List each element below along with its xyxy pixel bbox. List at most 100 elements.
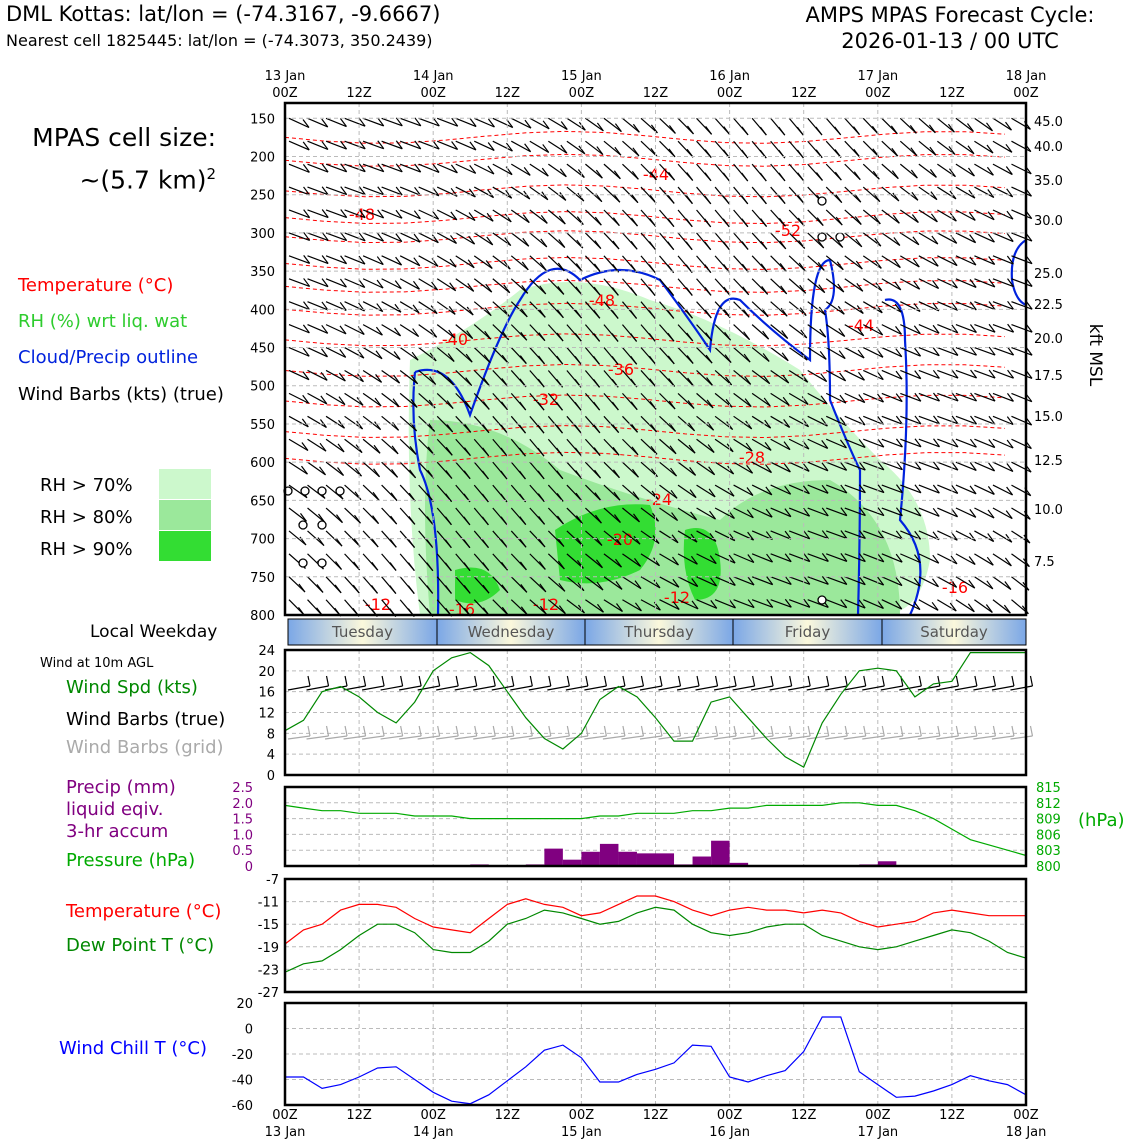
upper-wind-barb: [399, 186, 421, 196]
weekday-cell: [732, 618, 883, 646]
upper-wind-barb: [914, 438, 922, 448]
upper-wind-barb: [547, 232, 566, 248]
upper-wind-barb: [473, 347, 491, 364]
upper-wind-barb: [596, 146, 604, 155]
upper-wind-barb: [653, 557, 661, 567]
bottom-date-label: 16 Jan: [709, 1125, 750, 1140]
upper-wind-barb: [853, 171, 861, 181]
upper-wind-barb: [900, 599, 921, 611]
upper-wind-barb: [520, 606, 528, 616]
calm-wind-symbol: [835, 232, 845, 242]
surface-wind-barb-true: [991, 685, 1015, 691]
upper-wind-barb: [970, 392, 978, 402]
upper-wind-barb: [520, 308, 528, 318]
upper-wind-barb: [288, 369, 310, 381]
upper-wind-barb: [321, 324, 329, 334]
upper-wind-barb: [492, 186, 513, 199]
surface-wind-barb-true: [361, 685, 385, 691]
upper-wind-barb: [340, 209, 348, 218]
upper-wind-barb: [766, 576, 774, 586]
upper-wind-barb: [344, 232, 366, 242]
pressure-tick-label: 750: [250, 571, 275, 586]
upper-wind-barb: [857, 327, 865, 337]
upper-wind-barb: [765, 486, 773, 496]
upper-wind-barb: [844, 232, 863, 248]
upper-wind-barb: [542, 144, 550, 153]
upper-wind-barb: [399, 438, 417, 455]
upper-wind-barb: [677, 392, 695, 409]
temperature-contour: [284, 230, 1006, 244]
upper-wind-barb: [974, 255, 995, 266]
upper-wind-barb: [464, 400, 472, 410]
upper-wind-barb: [751, 369, 771, 385]
upper-wind-barb: [727, 465, 735, 475]
upper-wind-barb: [595, 559, 603, 569]
surface-wind-barb-true: [547, 685, 570, 691]
upper-wind-barb: [1011, 117, 1031, 130]
surface-wind-barb-grid: [937, 725, 941, 737]
upper-wind-barb: [900, 576, 921, 587]
upper-wind-barb: [974, 163, 994, 176]
upper-wind-barb: [853, 148, 861, 158]
surface-wind-barb-true: [400, 675, 404, 687]
upper-wind-barb: [611, 356, 619, 365]
surface-wind-barb-grid: [528, 735, 551, 740]
upper-wind-barb: [788, 507, 810, 517]
upper-wind-barb: [303, 278, 311, 287]
upper-wind-barb: [714, 576, 736, 586]
calm-wind-symbol: [300, 486, 310, 496]
bottom-time-label: 12Z: [643, 1108, 669, 1123]
bottom-time-label: 12Z: [495, 1108, 521, 1123]
upper-wind-barb: [1006, 463, 1014, 472]
upper-wind-barb: [622, 140, 640, 157]
upper-wind-barb: [399, 392, 418, 408]
upper-wind-barb: [667, 287, 675, 296]
upper-wind-barb: [413, 210, 421, 220]
upper-wind-barb: [826, 507, 848, 517]
surface-wind-barb-grid: [788, 735, 811, 740]
upper-wind-barb: [741, 149, 749, 159]
upper-wind-barb: [974, 369, 996, 379]
upper-wind-barb: [803, 598, 811, 608]
upper-wind-barb: [844, 255, 863, 270]
upper-wind-barb: [374, 397, 382, 407]
upper-wind-barb: [932, 347, 940, 357]
upper-wind-barb: [288, 507, 307, 522]
upper-wind-barb: [992, 599, 1011, 614]
upper-wind-barb: [815, 149, 823, 159]
surface-wind-barb-grid: [863, 725, 867, 737]
upper-wind-barb: [467, 283, 475, 292]
surface-wind-barb-true: [733, 675, 737, 687]
upper-wind-barb: [835, 216, 843, 226]
upper-wind-barb: [704, 172, 712, 182]
upper-wind-barb: [667, 195, 675, 204]
upper-wind-barb: [937, 209, 957, 222]
upper-wind-barb: [918, 324, 940, 334]
upper-wind-barb: [614, 123, 622, 132]
upper-wind-barb: [992, 392, 1014, 402]
pressure-tick-label: 800: [250, 609, 275, 624]
upper-wind-barb: [500, 539, 508, 548]
upper-wind-barb: [307, 484, 326, 499]
upper-wind-barb: [891, 147, 899, 157]
upper-wind-barb: [858, 576, 866, 586]
upper-wind-barb: [881, 163, 899, 180]
upper-wind-barb: [344, 484, 362, 501]
upper-wind-barb: [325, 369, 346, 382]
upper-wind-barb: [986, 580, 994, 590]
upper-wind-barb: [519, 401, 527, 411]
surface-wind-barb-true: [474, 675, 478, 687]
upper-wind-barb: [955, 484, 977, 495]
surface-wind-barb-true: [362, 675, 367, 687]
upper-wind-barb: [537, 378, 545, 388]
upper-wind-barb: [825, 324, 846, 337]
wind-speed-line: [284, 651, 1026, 769]
upper-wind-barb: [955, 599, 975, 613]
upper-wind-barb: [358, 232, 366, 242]
upper-wind-barb: [821, 575, 829, 585]
upper-wind-barb: [913, 280, 921, 290]
upper-wind-barb: [708, 466, 716, 476]
upper-wind-barb: [648, 287, 656, 296]
upper-wind-barb: [307, 324, 328, 334]
upper-wind-barb: [377, 232, 384, 242]
